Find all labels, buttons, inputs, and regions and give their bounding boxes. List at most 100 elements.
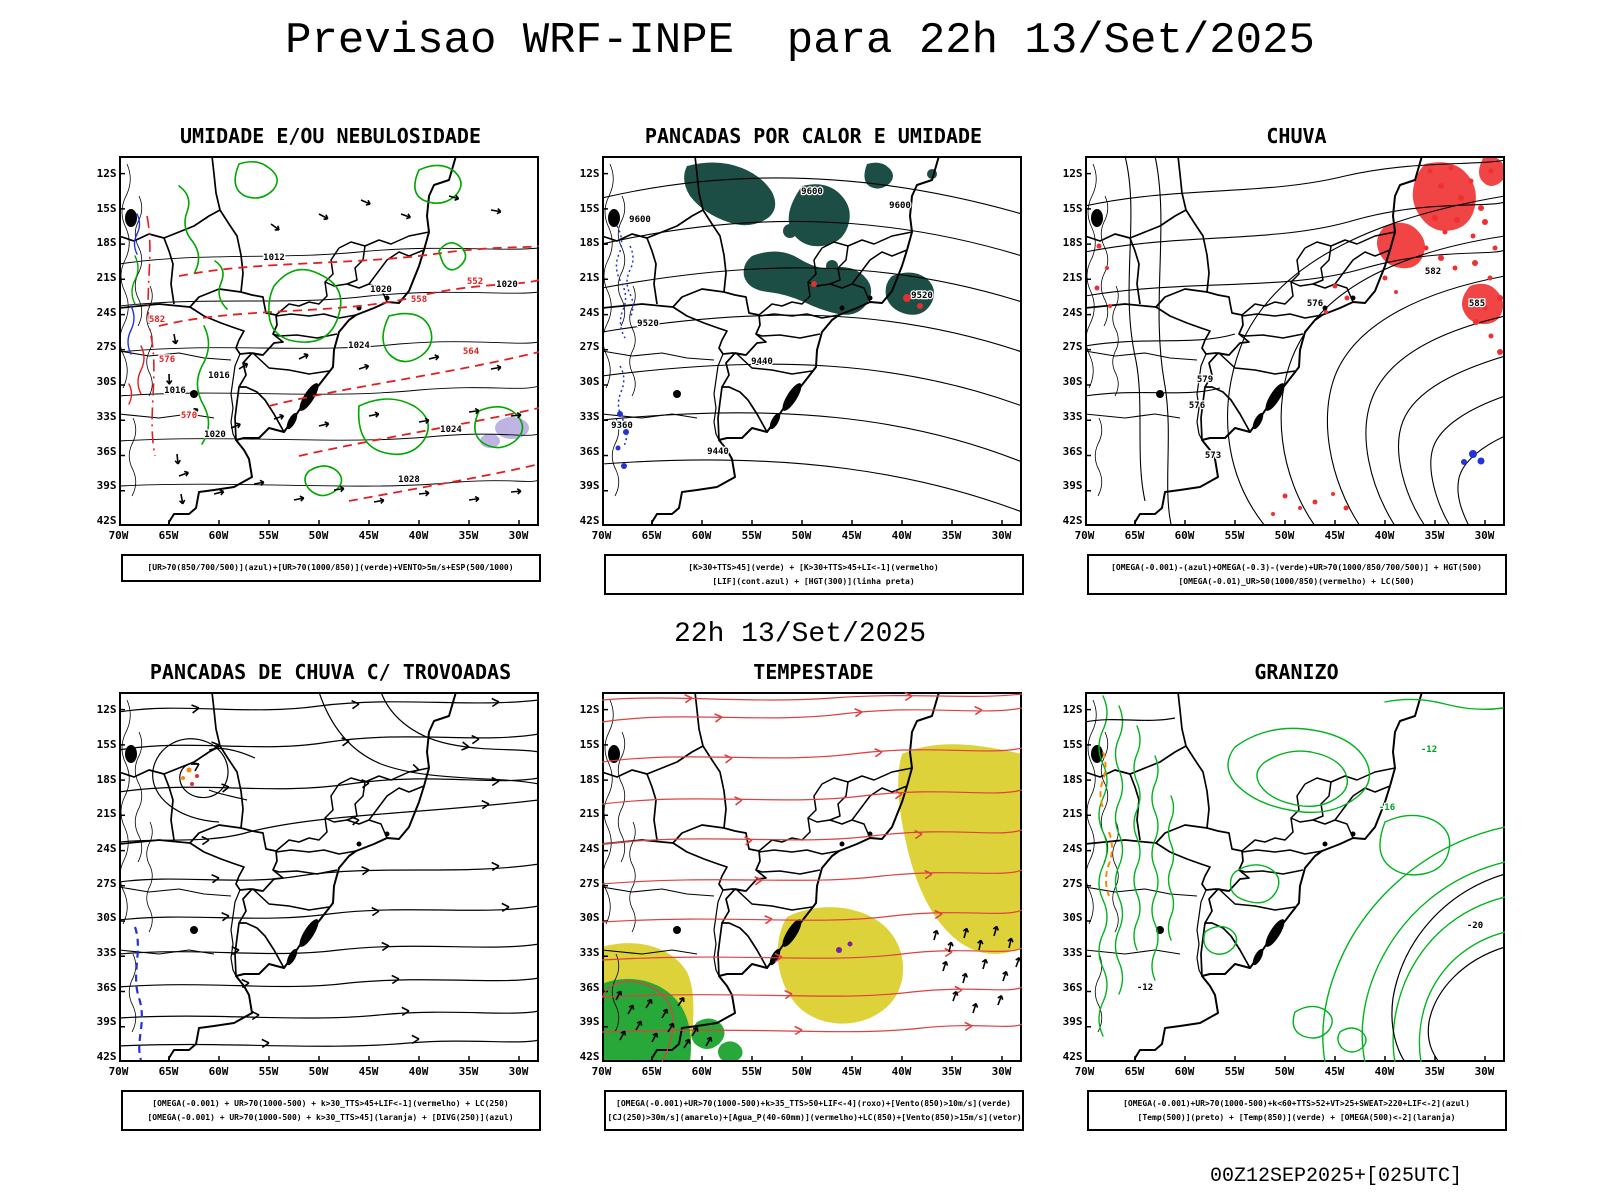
axis-label: 50W xyxy=(1274,1065,1295,1079)
axis-label: 40W xyxy=(1374,529,1395,542)
lat-axis: 12S 15S 18S 21S 24S 27S 30S 33S 36S 39S 42S xyxy=(1060,692,1085,1062)
axis-label: 12S xyxy=(579,167,600,180)
legend-line-2: [CJ(250)>30m/s](amarelo)+[Agua_P(40-60mm… xyxy=(607,1112,1022,1122)
panel-trovoadas: PANCADAS DE CHUVA C/ TROVOADAS 12S 15S 18S… xyxy=(94,660,541,1132)
map-block: 12S 15S 18S 21S 24S 27S 30S 33S 36S 39S 42S xyxy=(94,156,541,542)
axis-label: 45W xyxy=(841,1065,862,1079)
contour-label: 564 xyxy=(462,347,479,357)
divergence-blue-dashed xyxy=(133,926,143,1061)
axis-label: 15S xyxy=(1062,737,1083,751)
contour-label: 1016 xyxy=(208,371,230,381)
axis-label: 30S xyxy=(96,375,117,389)
axis-label: 55W xyxy=(741,1065,762,1079)
axis-label: 70W xyxy=(591,529,612,542)
map-block: 12S 15S 18S 21S 24S 27S 30S 33S 36S 39S 42S xyxy=(577,156,1024,542)
axis-label: 36S xyxy=(96,980,117,994)
axis-label: 33S xyxy=(1062,409,1083,423)
panel-title: UMIDADE E/OU NEBULOSIDADE xyxy=(179,124,482,148)
axis-label: 30S xyxy=(1062,375,1083,389)
contour-label: 1028 xyxy=(398,475,420,485)
contour-label: 570 xyxy=(180,411,196,421)
axis-label: 42S xyxy=(96,1050,117,1064)
axis-label: 39S xyxy=(96,1015,117,1029)
legend-line-2: [OMEGA(-0.01)_UR>50(1000/850)(vermelho) … xyxy=(1178,576,1415,586)
axis-label: 24S xyxy=(579,305,600,319)
contour-label: -12 xyxy=(1420,745,1436,755)
axis-label: 40W xyxy=(891,1065,912,1079)
axis-label: 35W xyxy=(1424,529,1445,542)
contour-label: 582 xyxy=(148,315,164,325)
axis-label: 30S xyxy=(579,375,600,389)
contour-label: 1016 xyxy=(164,386,186,396)
blue-spots xyxy=(615,411,629,469)
lon-axis: 70W 65W 60W 55W 50W 45W 40W 35W 30W xyxy=(588,529,1016,542)
axis-label: 30W xyxy=(508,1065,529,1079)
legend-line-2: [Temp(500)](preto) + [Temp(850)](verde) … xyxy=(1137,1112,1456,1122)
omega-orange-dashed xyxy=(1099,751,1113,897)
axis-label: 60W xyxy=(691,529,712,542)
axis-label: 18S xyxy=(96,772,117,786)
axis-label: 65W xyxy=(158,529,179,542)
axis-label: 21S xyxy=(579,807,600,821)
axis-label: 21S xyxy=(1062,807,1083,821)
axis-label: 36S xyxy=(96,444,117,458)
panel-title: PANCADAS POR CALOR E UMIDADE xyxy=(644,124,983,148)
lat-axis: 12S 15S 18S 21S 24S 27S 30S 33S 36S 39S 42S xyxy=(577,692,602,1062)
axis-label: 36S xyxy=(1062,980,1083,994)
legend-line-1: [K>30+TTS>45](verde) + [K>30+TTS>45+LI<-… xyxy=(688,563,939,572)
axis-label: 30S xyxy=(579,911,600,925)
axis-label: 55W xyxy=(258,1065,279,1079)
storm-purple-spots xyxy=(835,941,852,954)
map-umidade: 1012 1016 1016 1020 1020 1020 1024 1024 1028 552 5… xyxy=(118,156,539,526)
lat-axis: 12S 15S 18S 21S 24S 27S 30S 33S 36S 39S 42S xyxy=(577,156,602,526)
legend-box: [K>30+TTS>45](verde) + [K>30+TTS>45+LI<-… xyxy=(603,554,1024,596)
contour-label: 9600 xyxy=(801,187,823,197)
axis-label: 18S xyxy=(579,772,600,786)
axis-label: 24S xyxy=(1062,305,1083,319)
axis-label: 45W xyxy=(841,529,862,542)
lon-axis: 70W 65W 60W 55W 50W 45W 40W 35W 30W xyxy=(1071,1065,1499,1078)
axis-label: 50W xyxy=(308,1065,329,1079)
panel-chuva: CHUVA 12S 15S 18S 21S 24S 27S 30S 33S 36S 39S 42S xyxy=(1060,124,1507,596)
legend-box: [OMEGA(-0.001)+UR>70(1000-500)+k>35_TTS>… xyxy=(603,1090,1024,1132)
humidity-green-contours xyxy=(177,160,523,497)
contour-label: 552 xyxy=(466,277,482,287)
map-trovoadas xyxy=(118,692,539,1063)
top-row: UMIDADE E/OU NEBULOSIDADE 12S 15S 18S 21S 24… xyxy=(0,124,1600,596)
axis-label: 60W xyxy=(691,1065,712,1079)
map-tempestade xyxy=(601,692,1022,1063)
axis-label: 18S xyxy=(96,236,117,250)
axis-label: 35W xyxy=(941,1065,962,1079)
panel-title: GRANIZO xyxy=(1254,660,1339,685)
lon-axis: 70W 65W 60W 55W 50W 45W 40W 35W 30W xyxy=(105,529,533,542)
axis-label: 33S xyxy=(579,409,600,423)
axis-label: 40W xyxy=(1374,1065,1395,1079)
axis-label: 15S xyxy=(1062,201,1083,215)
axis-label: 30W xyxy=(1474,1065,1495,1079)
axis-label: 70W xyxy=(108,529,129,542)
axis-label: 42S xyxy=(1062,513,1083,527)
streamline-arrowheads xyxy=(189,697,510,1049)
axis-label: 21S xyxy=(579,271,600,285)
lon-axis: 70W 65W 60W 55W 50W 45W 40W 35W 30W xyxy=(1071,529,1499,542)
axis-label: 65W xyxy=(158,1065,179,1079)
legend-box: [OMEGA(-0.001)-(azul)+OMEGA(-0.3)-(verde… xyxy=(1086,554,1507,596)
axis-label: 42S xyxy=(579,513,600,527)
axis-label: 50W xyxy=(1274,529,1295,542)
axis-label: 40W xyxy=(408,1065,429,1079)
legend-line-2: [OMEGA(-0.001) + UR>70(1000-500) + k>30_… xyxy=(147,1112,514,1122)
contour-label: 1020 xyxy=(496,280,518,290)
legend-box: [OMEGA(-0.001) + UR>70(1000-500) + k>30_… xyxy=(120,1090,541,1132)
bottom-row: PANCADAS DE CHUVA C/ TROVOADAS 12S 15S 18S… xyxy=(0,660,1600,1132)
wind850-green-shading xyxy=(601,979,743,1063)
axis-label: 36S xyxy=(579,980,600,994)
valid-time-subtitle: 22h 13/Set/2025 xyxy=(673,619,927,651)
map-block: 12S 15S 18S 21S 24S 27S 30S 33S 36S 39S 42S xyxy=(1060,692,1507,1078)
lon-axis: 70W 65W 60W 55W 50W 45W 40W 35W 30W xyxy=(588,1065,1016,1078)
contour-label: 573 xyxy=(1204,451,1220,461)
streamlines xyxy=(118,692,539,1048)
panel-title: TEMPESTADE xyxy=(753,660,874,685)
wind-streamlines-red xyxy=(601,693,1022,1063)
contour-label: 579 xyxy=(1196,375,1212,385)
legend-line-1: [OMEGA(-0.001)+UR>70(1000-500)+k>35_TTS>… xyxy=(616,1099,1011,1109)
